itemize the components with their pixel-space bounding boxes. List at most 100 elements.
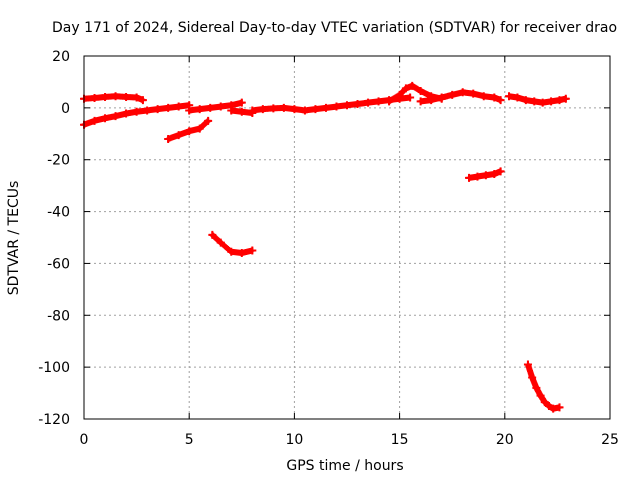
data-point — [195, 124, 204, 133]
data-point — [300, 106, 309, 115]
data-point — [547, 97, 556, 106]
x-axis-title: GPS time / hours — [286, 458, 403, 474]
data-point — [406, 93, 415, 102]
data-point — [549, 404, 558, 413]
x-tick-label: 15 — [391, 432, 409, 448]
series-arc-near-zero-2 — [227, 106, 257, 118]
data-point — [290, 105, 299, 114]
data-point — [385, 97, 394, 106]
data-point — [473, 172, 482, 181]
data-point — [248, 106, 257, 115]
data-point — [90, 94, 99, 103]
data-point — [513, 93, 522, 102]
data-point — [521, 96, 530, 105]
data-point — [343, 101, 351, 110]
y-tick-label: -120 — [38, 412, 70, 428]
series-arc-peak — [385, 81, 446, 106]
data-point — [555, 96, 564, 105]
y-tick-label: -100 — [38, 360, 70, 376]
chart-title: Day 171 of 2024, Sidereal Day-to-day VTE… — [52, 20, 617, 36]
data-point — [374, 97, 383, 106]
data-point — [448, 90, 457, 99]
data-point — [164, 134, 173, 143]
data-point — [395, 90, 404, 99]
data-point — [555, 403, 564, 412]
series-arc-right-tail — [505, 92, 570, 107]
data-point — [528, 373, 537, 382]
data-point — [237, 107, 246, 116]
data-point — [248, 246, 257, 255]
y-tick-label: -20 — [47, 153, 70, 169]
data-point — [111, 92, 120, 101]
data-point — [481, 171, 490, 180]
data-point — [532, 383, 541, 392]
data-point — [174, 102, 183, 111]
data-point — [216, 238, 225, 247]
data-point — [227, 247, 236, 256]
y-tick-label: 0 — [61, 101, 70, 117]
data-point — [174, 131, 183, 140]
x-tick-label: 10 — [285, 432, 303, 448]
x-tick-label: 20 — [496, 432, 514, 448]
y-tick-label: -80 — [47, 308, 70, 324]
series-arc-right-mid — [465, 167, 505, 182]
data-point — [227, 106, 236, 115]
data-point — [237, 249, 246, 258]
data-point — [496, 96, 505, 105]
data-point — [164, 103, 173, 112]
data-point — [111, 112, 120, 121]
data-point — [469, 89, 478, 98]
series-arc-deep-2 — [523, 360, 564, 413]
series-arc-right-band — [416, 88, 505, 106]
data-point — [490, 169, 499, 178]
data-point — [437, 93, 446, 102]
data-point — [279, 103, 288, 112]
data-point — [122, 92, 131, 101]
y-tick-label: -60 — [47, 256, 70, 272]
data-point — [321, 103, 330, 112]
data-point — [185, 106, 194, 115]
data-point — [530, 97, 539, 106]
data-point — [561, 94, 570, 103]
y-axis-title: SDTVAR / TECUs — [6, 181, 22, 296]
y-tick-label: -40 — [47, 205, 70, 221]
data-point — [505, 92, 514, 101]
data-point — [204, 116, 213, 125]
data-marks — [80, 81, 570, 413]
data-point — [185, 127, 194, 136]
data-point — [153, 105, 162, 114]
data-point — [523, 360, 532, 369]
data-point — [216, 102, 225, 111]
data-point — [258, 105, 267, 114]
data-point — [427, 96, 436, 105]
data-point — [458, 88, 467, 97]
data-point — [332, 102, 341, 111]
data-point — [479, 92, 488, 101]
data-point — [536, 391, 545, 400]
data-point — [490, 93, 499, 102]
data-point — [195, 105, 204, 114]
series-arc-main-band — [248, 93, 415, 115]
data-point — [138, 96, 147, 105]
series-markers — [524, 361, 563, 412]
data-point — [353, 99, 362, 108]
data-point — [496, 167, 505, 176]
data-point — [465, 173, 474, 182]
y-tick-label: 20 — [52, 49, 70, 65]
data-point — [237, 98, 246, 107]
series-arc-deep-1 — [208, 230, 257, 258]
plot-frame — [83, 55, 611, 420]
data-point — [311, 105, 320, 114]
grid-lines — [84, 56, 610, 419]
tick-labels: 0 5 10 15 20 25 20 0 -20 -40 -60 -80 -100 -120 — [38, 49, 619, 448]
data-point — [401, 84, 410, 93]
x-tick-label: 0 — [80, 432, 89, 448]
x-tick-label: 25 — [601, 432, 619, 448]
data-point — [364, 98, 373, 107]
data-point — [416, 97, 425, 106]
series-arc-upper-left — [80, 92, 147, 105]
series-arc-mid-dip — [164, 116, 213, 143]
data-point — [540, 398, 549, 407]
series-arc-rising-left — [80, 101, 194, 129]
